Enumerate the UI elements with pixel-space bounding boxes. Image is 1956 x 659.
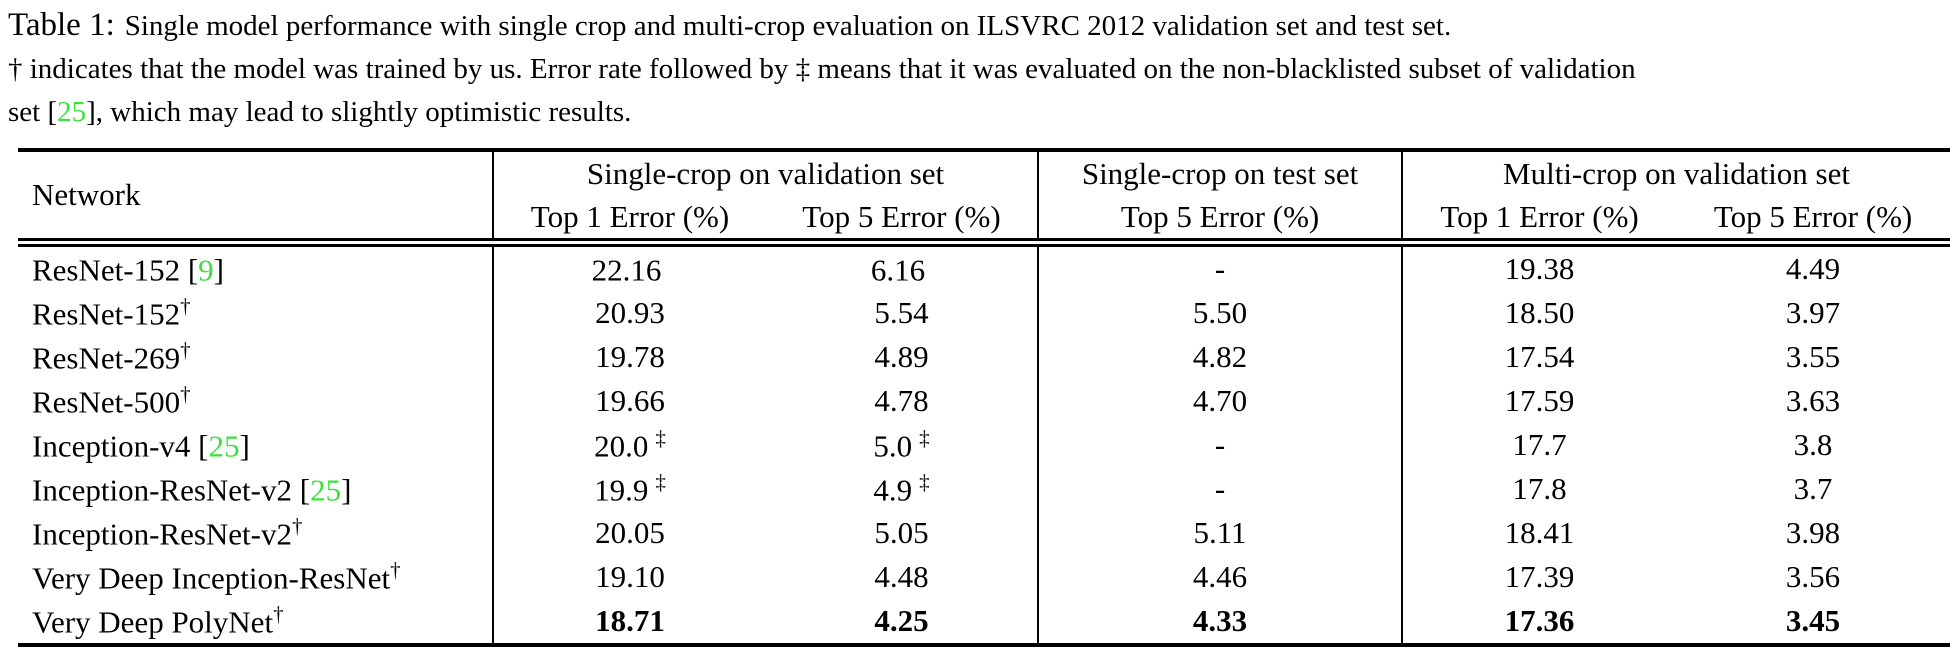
value-cell: 3.8 — [1793, 427, 1833, 462]
caption-sentence: Single model performance with single cro… — [124, 10, 1452, 42]
citation-link[interactable]: 9 — [198, 252, 214, 288]
column-header-top1-multi: Top 1 Error (%) — [1402, 196, 1677, 247]
value-cell: 5.54 — [766, 291, 1040, 335]
table-row: ResNet-269† 19.78 4.89 4.82 17.54 3.55 — [18, 335, 1950, 379]
results-table: Network Single-crop on validation set Si… — [18, 148, 1951, 647]
network-cell: Inception-v4 [25] — [18, 423, 494, 467]
network-cell: ResNet-152† — [18, 291, 494, 335]
column-header-top1-val: Top 1 Error (%) — [493, 196, 766, 247]
table-row: Very Deep Inception-ResNet† 19.10 4.48 4… — [18, 555, 1950, 599]
caption-label: Table 1: — [8, 7, 115, 43]
table-row: ResNet-152† 20.93 5.54 5.50 18.50 3.97 — [18, 291, 1950, 335]
value-cell: - — [1038, 242, 1404, 291]
citation-link[interactable]: 25 — [310, 472, 342, 508]
value-cell: 18.71 — [595, 603, 665, 638]
value-cell: 19.38 — [1504, 251, 1575, 286]
value-cell: 17.7 — [1512, 427, 1567, 462]
value-cell: 4.33 — [1038, 599, 1404, 645]
network-cell: Inception-ResNet-v2† — [18, 511, 494, 555]
network-cell: ResNet-269† — [18, 335, 494, 379]
value-cell: 20.05 — [595, 515, 665, 550]
caption-line-1: Table 1: Single model performance with si… — [8, 4, 1956, 48]
column-group-singlecrop-test: Single-crop on test set — [1038, 150, 1404, 196]
table-row: Inception-v4 [25] 20.0 ‡ 5.0 ‡ - 17.7 3.8 — [18, 423, 1950, 467]
table-caption: Table 1: Single model performance with si… — [0, 0, 1956, 134]
column-header-top5-test: Top 5 Error (%) — [1038, 196, 1404, 247]
value-cell: 4.48 — [766, 555, 1040, 599]
column-group-singlecrop-val: Single-crop on validation set — [493, 150, 1040, 196]
table-row: Very Deep PolyNet† 18.71 4.25 4.33 17.36… — [18, 599, 1950, 645]
value-cell: 17.8 — [1512, 471, 1567, 506]
ddagger-mark: ‡ — [655, 469, 666, 494]
value-cell: 17.36 — [1504, 603, 1575, 638]
ddagger-mark: ‡ — [919, 469, 930, 494]
value-cell: 17.59 — [1504, 383, 1575, 418]
value-cell: 19.9 ‡ — [594, 469, 666, 508]
value-cell: 4.78 — [766, 379, 1040, 423]
value-cell: 19.10 — [595, 559, 665, 594]
value-cell: 18.41 — [1504, 515, 1575, 550]
dagger-mark: † — [180, 381, 191, 406]
network-cell: Very Deep Inception-ResNet† — [18, 555, 494, 599]
value-cell: 22.16 — [591, 252, 662, 288]
value-cell: 3.55 — [1785, 339, 1841, 374]
value-cell: 19.78 — [595, 339, 665, 374]
value-cell: 19.66 — [595, 383, 665, 418]
caption-line-3: set [25], which may lead to slightly opt… — [8, 96, 632, 128]
value-cell: 3.98 — [1785, 515, 1841, 550]
table-row: Inception-ResNet-v2† 20.05 5.05 5.11 18.… — [18, 511, 1950, 555]
value-cell: 3.97 — [1785, 295, 1841, 330]
value-cell: 3.7 — [1793, 471, 1833, 506]
column-group-multicrop-val: Multi-crop on validation set — [1503, 156, 1850, 191]
value-cell: 3.63 — [1785, 383, 1841, 418]
value-cell: 6.16 — [766, 242, 1040, 291]
citation-link[interactable]: 25 — [57, 96, 87, 128]
table-row: ResNet-152 [9] 22.16 6.16 - 19.38 4.49 — [18, 242, 1950, 291]
value-cell: 5.05 — [766, 511, 1040, 555]
value-cell: 4.46 — [1038, 555, 1404, 599]
value-cell: 5.0 ‡ — [766, 423, 1040, 467]
network-cell: ResNet-152 [9] — [18, 242, 494, 291]
value-cell: 20.0 ‡ — [594, 425, 666, 464]
column-header-top5-multi: Top 5 Error (%) — [1676, 196, 1951, 247]
value-cell: 5.50 — [1038, 291, 1404, 335]
value-cell: 17.39 — [1504, 559, 1575, 594]
dagger-mark: † — [273, 601, 284, 626]
dagger-mark: † — [180, 337, 191, 362]
value-cell: 20.93 — [595, 295, 665, 330]
ddagger-mark: ‡ — [919, 425, 930, 450]
network-cell: Inception-ResNet-v2 [25] — [18, 467, 494, 511]
value-cell: 4.9 ‡ — [766, 467, 1040, 511]
value-cell: 3.56 — [1785, 559, 1841, 594]
value-cell: 18.50 — [1504, 295, 1575, 330]
header-group-row: Network Single-crop on validation set Si… — [18, 150, 1950, 247]
dagger-mark: † — [390, 557, 401, 582]
value-cell: 4.82 — [1038, 335, 1404, 379]
value-cell: 5.11 — [1038, 511, 1404, 555]
dagger-mark: † — [291, 513, 303, 538]
value-cell: 4.89 — [766, 335, 1040, 379]
header-sub-row: Top 1 Error (%) Top 5 Error (%) Top 5 Er… — [18, 196, 1951, 247]
caption-line-2: † indicates that the model was trained b… — [8, 53, 1636, 85]
table-row: Inception-ResNet-v2 [25] 19.9 ‡ 4.9 ‡ - 17… — [18, 467, 1950, 511]
value-cell: 4.70 — [1038, 379, 1404, 423]
column-header-network: Network — [18, 150, 494, 247]
table-row: ResNet-500† 19.66 4.78 4.70 17.59 3.63 — [18, 379, 1950, 423]
value-cell: 4.49 — [1785, 251, 1841, 286]
dagger-mark: † — [180, 293, 191, 318]
value-cell: 4.25 — [766, 599, 1040, 645]
network-cell: ResNet-500† — [18, 379, 494, 423]
ddagger-mark: ‡ — [655, 425, 666, 450]
value-cell: 3.45 — [1785, 603, 1841, 638]
value-cell: 17.54 — [1504, 339, 1575, 374]
column-header-top5-val: Top 5 Error (%) — [766, 196, 1040, 247]
citation-link[interactable]: 25 — [208, 428, 240, 464]
value-cell: - — [1038, 423, 1404, 467]
value-cell: - — [1038, 467, 1404, 511]
network-cell: Very Deep PolyNet† — [18, 599, 494, 645]
